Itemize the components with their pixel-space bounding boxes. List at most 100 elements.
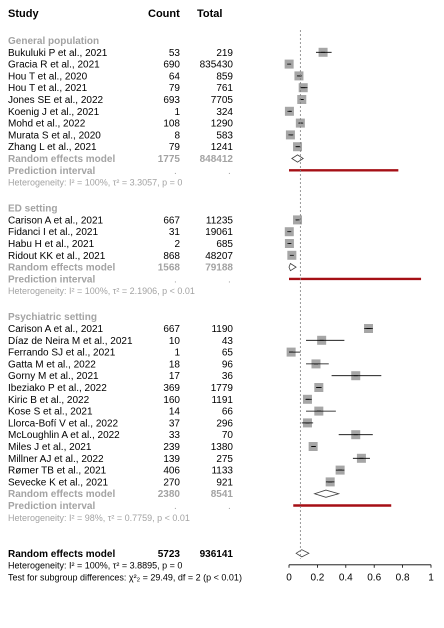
study-label: Zhang L et al., 2021 — [8, 142, 97, 153]
study-count: 18 — [169, 359, 181, 370]
header-total: Total — [197, 8, 222, 20]
study-total: 835430 — [200, 60, 234, 71]
study-count: 667 — [163, 215, 180, 226]
study-label: Ridout KK et al., 2021 — [8, 251, 106, 262]
overall-total: 936141 — [200, 549, 234, 560]
overall-diamond — [295, 549, 310, 558]
study-label: Sevecke K et al., 2021 — [8, 477, 109, 488]
study-total: 19061 — [205, 227, 233, 238]
heterogeneity-text: Heterogeneity: I² = 98%, τ² = 0.7759, p … — [8, 513, 190, 523]
study-label: Carison A et al., 2021 — [8, 215, 104, 226]
study-label: Jones SE et al., 2022 — [8, 95, 104, 106]
subgroup-test-text: Test for subgroup differences: χ²₂ = 29.… — [8, 572, 242, 582]
study-total: 275 — [216, 454, 233, 465]
study-label: Kose S et al., 2021 — [8, 407, 93, 418]
study-label: Llorca-Bofí V et al., 2022 — [8, 418, 119, 429]
study-total: 1779 — [211, 383, 234, 394]
random-effects-label: Random effects model — [8, 154, 115, 165]
study-total: 296 — [216, 418, 233, 429]
study-total: 43 — [222, 336, 234, 347]
study-label: Gracia R et al., 2021 — [8, 60, 100, 71]
study-label: Koenig J et al., 2021 — [8, 107, 100, 118]
overall-random-effects-label: Random effects model — [8, 549, 115, 560]
study-total: 859 — [216, 71, 233, 82]
study-total: 36 — [222, 371, 234, 382]
study-total: 96 — [222, 359, 234, 370]
study-count: 139 — [163, 454, 180, 465]
overall-heterogeneity-text: Heterogeneity: I² = 100%, τ² = 3.8895, p… — [8, 561, 182, 571]
group-title: General population — [8, 36, 99, 47]
study-count: 79 — [169, 142, 181, 153]
study-count: 64 — [169, 71, 181, 82]
x-tick-label: 0 — [286, 572, 292, 583]
random-effects-count: 1568 — [158, 263, 181, 274]
random-effects-diamond — [288, 262, 297, 272]
study-total: 65 — [222, 348, 234, 359]
study-count: 406 — [163, 466, 180, 477]
study-count: 2 — [174, 239, 180, 250]
study-label: Hou T et al., 2020 — [8, 71, 88, 82]
prediction-dot: . — [174, 274, 177, 285]
random-effects-count: 2380 — [158, 489, 181, 500]
heterogeneity-text: Heterogeneity: I² = 100%, τ² = 2.1906, p… — [8, 286, 195, 296]
prediction-dot: . — [174, 501, 177, 512]
study-count: 8 — [174, 130, 180, 141]
study-total: 7705 — [211, 95, 234, 106]
study-label: Gatta M et al., 2022 — [8, 359, 96, 370]
study-total: 11235 — [206, 215, 234, 226]
study-count: 53 — [169, 48, 181, 59]
study-total: 921 — [216, 477, 233, 488]
study-count: 108 — [163, 119, 180, 130]
study-total: 1133 — [211, 466, 233, 477]
study-count: 239 — [163, 442, 180, 453]
study-label: Rømer TB et al., 2021 — [8, 466, 107, 477]
study-total: 219 — [216, 48, 233, 59]
study-count: 17 — [169, 371, 181, 382]
study-label: Millner AJ et al., 2022 — [8, 454, 104, 465]
study-total: 685 — [216, 239, 233, 250]
study-label: Gorny M et al., 2021 — [8, 371, 99, 382]
heterogeneity-text: Heterogeneity: I² = 100%, τ² = 3.3057, p… — [8, 178, 182, 188]
random-effects-total: 848412 — [200, 154, 234, 165]
study-total: 761 — [216, 83, 233, 94]
study-label: Miles J et al., 2021 — [8, 442, 92, 453]
random-effects-diamond — [313, 489, 341, 498]
prediction-dot: . — [228, 501, 231, 512]
study-total: 1190 — [211, 324, 233, 335]
study-count: 14 — [169, 407, 181, 418]
study-count: 160 — [163, 395, 180, 406]
study-label: Fidanci I et al., 2021 — [8, 227, 98, 238]
study-label: Murata S et al., 2020 — [8, 130, 101, 141]
study-count: 868 — [163, 251, 180, 262]
study-count: 37 — [169, 418, 181, 429]
prediction-dot: . — [228, 166, 231, 177]
study-total: 70 — [222, 430, 234, 441]
study-count: 31 — [169, 227, 181, 238]
random-effects-total: 79188 — [205, 263, 233, 274]
study-label: Carison A et al., 2021 — [8, 324, 104, 335]
group-title: ED setting — [8, 204, 57, 215]
study-count: 79 — [169, 83, 181, 94]
study-label: Bukuluki P et al., 2021 — [8, 48, 108, 59]
study-count: 10 — [169, 336, 181, 347]
x-tick-label: 0.4 — [339, 572, 353, 583]
x-tick-label: 0.2 — [310, 572, 324, 583]
study-count: 690 — [163, 60, 180, 71]
study-label: Hou T et al., 2021 — [8, 83, 88, 94]
study-label: Díaz de Neira M et al., 2021 — [8, 336, 133, 347]
x-tick-label: 1 — [428, 572, 434, 583]
study-label: McLoughlin A et al., 2022 — [8, 430, 120, 441]
random-effects-total: 8541 — [211, 489, 234, 500]
random-effects-label: Random effects model — [8, 263, 115, 274]
prediction-interval-label: Prediction interval — [8, 166, 95, 177]
prediction-dot: . — [174, 166, 177, 177]
study-label: Ibeziako P et al., 2022 — [8, 383, 107, 394]
study-count: 33 — [169, 430, 181, 441]
random-effects-label: Random effects model — [8, 489, 115, 500]
study-label: Kiric B et al., 2022 — [8, 395, 90, 406]
group-title: Psychiatric setting — [8, 312, 97, 323]
study-count: 270 — [163, 477, 180, 488]
header-count: Count — [148, 8, 180, 20]
study-total: 1241 — [211, 142, 234, 153]
